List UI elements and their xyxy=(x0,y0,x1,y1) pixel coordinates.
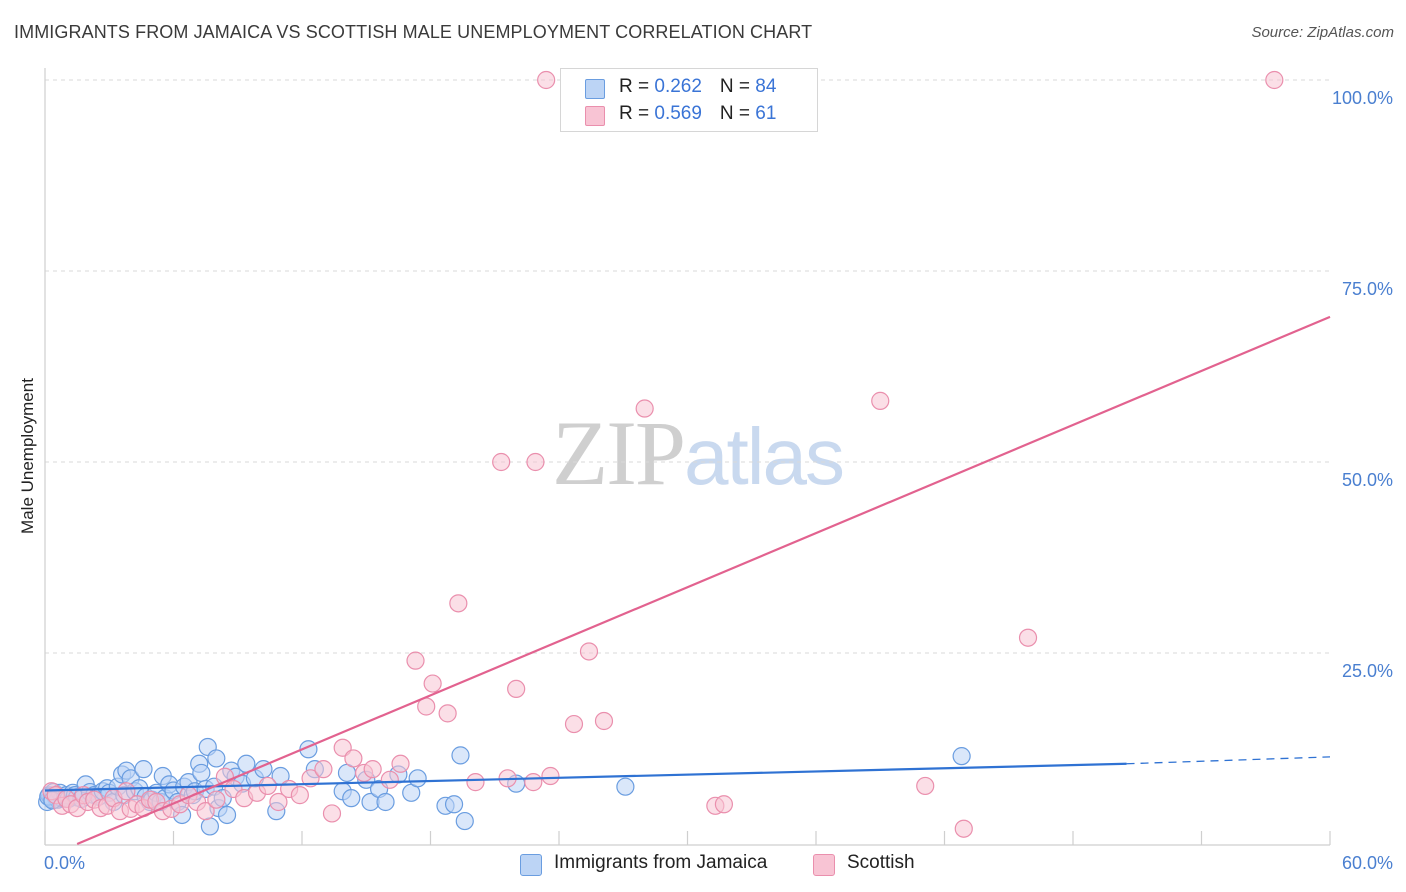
data-point-jamaica xyxy=(207,749,226,768)
r-value: 0.569 xyxy=(654,103,702,124)
y-tick-label: 75.0% xyxy=(1342,279,1393,299)
data-point-scottish xyxy=(526,452,545,472)
watermark-atlas: atlas xyxy=(684,412,845,501)
grid-lines xyxy=(45,79,1330,654)
data-point-scottish xyxy=(541,766,560,786)
data-point-scottish xyxy=(916,776,935,796)
source-credit: Source: ZipAtlas.com xyxy=(1251,24,1394,41)
data-point-scottish xyxy=(117,782,136,801)
watermark: ZIPatlas xyxy=(552,400,845,506)
data-point-jamaica xyxy=(455,811,474,831)
trend-line-scottish xyxy=(76,315,1331,846)
data-point-scottish xyxy=(438,704,457,723)
data-point-scottish xyxy=(269,792,288,812)
n-label: N = xyxy=(719,103,756,124)
data-point-scottish xyxy=(537,70,556,90)
trend-line-jamaica-extension xyxy=(1126,756,1331,765)
y-tick-label: 25.0% xyxy=(1342,661,1393,681)
data-point-jamaica xyxy=(200,817,220,836)
data-point-jamaica xyxy=(408,769,427,788)
data-point-scottish xyxy=(1265,70,1284,90)
data-point-scottish xyxy=(363,760,382,779)
data-point-scottish xyxy=(635,399,654,418)
data-point-scottish xyxy=(344,749,363,768)
data-point-scottish xyxy=(391,754,410,773)
axes xyxy=(44,68,1331,846)
data-point-jamaica xyxy=(192,763,211,783)
data-point-scottish xyxy=(406,651,425,670)
data-point-jamaica xyxy=(376,792,395,812)
scottish-legend-swatch xyxy=(813,854,835,876)
jamaica-legend-swatch xyxy=(520,854,542,876)
trend-line-jamaica xyxy=(44,762,1127,792)
n-value: 84 xyxy=(755,76,777,97)
x-tick-label: 0.0% xyxy=(44,853,85,873)
jamaica-legend-label: Immigrants from Jamaica xyxy=(554,852,768,873)
series-scottish-points xyxy=(42,70,1284,838)
data-point-scottish xyxy=(290,786,309,805)
data-point-jamaica xyxy=(616,777,635,796)
scottish-swatch xyxy=(585,106,605,126)
data-point-scottish xyxy=(1018,628,1038,647)
chart-title: IMMIGRANTS FROM JAMAICA VS SCOTTISH MALE… xyxy=(14,22,813,42)
data-point-scottish xyxy=(524,773,543,792)
data-point-scottish xyxy=(449,594,468,613)
data-point-scottish xyxy=(207,790,226,809)
x-tick-label: 60.0% xyxy=(1342,853,1393,873)
r-label: R = xyxy=(619,76,655,97)
data-point-scottish xyxy=(594,711,614,731)
r-label: R = xyxy=(619,103,655,124)
y-axis-title: Male Unemployment xyxy=(18,378,37,534)
data-point-scottish xyxy=(579,642,599,661)
trend-lines xyxy=(44,315,1331,846)
data-point-scottish xyxy=(196,802,215,821)
data-point-scottish xyxy=(380,770,399,789)
n-label: N = xyxy=(719,76,756,97)
data-point-jamaica xyxy=(134,760,153,779)
data-point-scottish xyxy=(507,679,526,699)
data-point-scottish xyxy=(301,769,320,788)
data-point-scottish xyxy=(333,738,352,757)
data-point-jamaica xyxy=(952,747,971,766)
y-tick-label: 50.0% xyxy=(1342,470,1393,490)
data-point-scottish xyxy=(954,819,973,838)
data-point-jamaica xyxy=(217,805,237,825)
data-point-jamaica xyxy=(342,789,361,808)
data-point-scottish xyxy=(492,452,511,472)
data-point-scottish xyxy=(564,714,584,734)
scottish-legend-label: Scottish xyxy=(847,852,915,873)
jamaica-swatch xyxy=(585,79,605,99)
n-value: 61 xyxy=(755,103,777,124)
data-point-scottish xyxy=(714,795,734,814)
data-point-scottish xyxy=(466,773,485,792)
watermark-zip: ZIP xyxy=(552,402,686,504)
data-point-jamaica xyxy=(451,746,470,765)
r-value: 0.262 xyxy=(654,76,702,97)
y-tick-label: 100.0% xyxy=(1332,88,1393,108)
data-point-scottish xyxy=(314,760,333,779)
axis-labels: 25.0% 50.0% 75.0% 100.0% 0.0% 60.0% Male Unemp… xyxy=(18,88,1393,873)
data-point-scottish xyxy=(322,804,342,823)
stats-legend: R = 0.262 N = 84 R = 0.569 N = 61 xyxy=(560,68,818,132)
data-point-scottish xyxy=(423,674,442,693)
data-point-scottish xyxy=(871,391,890,410)
data-point-jamaica xyxy=(444,795,464,814)
